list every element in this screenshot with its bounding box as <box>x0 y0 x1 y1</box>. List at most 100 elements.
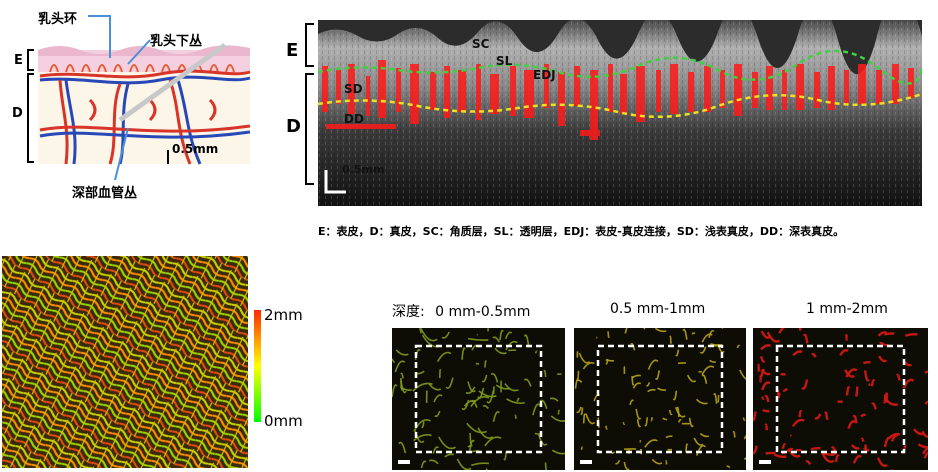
vessel-segment <box>657 387 667 391</box>
vessel-segment <box>477 427 494 439</box>
schematic-bracket-E <box>27 49 34 71</box>
vessel-segment <box>433 394 443 403</box>
vessel-segment <box>778 328 785 334</box>
vessel-segment <box>852 414 858 424</box>
vessel-segment <box>557 409 561 415</box>
vessel-segment <box>672 390 678 401</box>
oct-legend: E：表皮，D：真皮，SC：角质层，SL：透明层，EDJ：表皮-真皮连接，SD：浅… <box>318 225 845 238</box>
vessel-segment <box>580 446 584 450</box>
oct-label-SD: SD <box>344 82 363 96</box>
vessel-segment <box>854 386 859 397</box>
vessel-segment <box>644 439 658 448</box>
vessel-segment <box>847 420 857 429</box>
vessel-segment <box>685 443 689 453</box>
vessel-segment <box>632 382 642 389</box>
vessel-segment <box>456 458 472 470</box>
vessel-segment <box>662 417 668 421</box>
vessel-segment <box>888 432 901 439</box>
vessel-segment <box>441 331 450 339</box>
vessel-segment <box>398 441 407 454</box>
vessel-segment <box>821 452 835 463</box>
oct-brackets <box>305 23 314 185</box>
scale-bar <box>759 460 771 464</box>
vessel-segment <box>469 439 475 451</box>
vessel-segment <box>764 423 768 431</box>
vessel-segment <box>871 402 877 410</box>
vessel-segment <box>787 448 801 458</box>
vessel-segment <box>688 417 694 428</box>
oct-label-SC: SC <box>472 37 490 51</box>
callout-deep-plexus: 深部血管丛 <box>72 186 138 201</box>
vessel-segment <box>760 330 771 339</box>
oct-scale-bar <box>324 170 346 194</box>
vessel-segment <box>438 368 442 379</box>
oct-bracket-D <box>305 73 314 185</box>
vessel-segment <box>394 360 406 373</box>
vessel-segment <box>682 328 688 340</box>
vessel-segment <box>419 328 422 334</box>
vessel-segment <box>647 359 659 370</box>
vessel-segment <box>392 384 398 398</box>
scale-bar <box>398 460 410 464</box>
depth-panel-1-image <box>392 328 565 470</box>
oct-scale-text: 0.5mm <box>342 163 385 176</box>
vessel-segment <box>644 417 649 427</box>
vessel-segment <box>444 453 455 458</box>
vessel-segment <box>674 407 686 418</box>
vessel-segment <box>395 349 409 356</box>
vessel-segment <box>760 368 766 377</box>
vessel-segment <box>776 392 781 396</box>
vessel-segment <box>693 437 704 446</box>
panel-background <box>753 328 928 470</box>
schematic-drawing <box>27 15 251 181</box>
vessel-segment <box>514 414 517 419</box>
depth-panel-3 <box>753 328 928 470</box>
vessel-segment <box>701 374 708 384</box>
vessel-segment <box>486 390 495 404</box>
vessel-segment <box>924 370 928 374</box>
vessel-segment <box>645 382 651 387</box>
vessel-segment <box>478 390 497 398</box>
vessel-segment <box>467 381 476 393</box>
vessel-segment <box>834 454 840 463</box>
vessel-segment <box>623 461 630 470</box>
probe-line <box>118 42 227 123</box>
roi-box <box>596 344 724 454</box>
vessel-segment <box>791 418 805 428</box>
vessel-segment <box>482 405 489 410</box>
vessel-segment <box>742 417 746 421</box>
vessel-segment <box>753 445 758 455</box>
vessel-segment <box>413 434 432 442</box>
vessel-segment <box>810 446 821 451</box>
vessel-segment <box>923 451 928 459</box>
vessel-segment <box>760 344 772 351</box>
vessel-segment <box>484 360 488 368</box>
callout-subpapillary-plexus: 乳头下丛 <box>150 34 203 49</box>
vessel-segment <box>537 434 548 446</box>
vessel-segment <box>760 355 766 363</box>
vessel-segment <box>585 413 596 425</box>
vessel-segment <box>615 459 621 465</box>
vessel-segment <box>801 379 809 390</box>
callout-arrow-subpapillary <box>127 39 151 65</box>
depth-prefix: 深度: 0 mm-0.5mm <box>392 301 530 321</box>
vessel-segment <box>798 409 803 418</box>
vessel-segment <box>845 386 851 396</box>
vessel-segment <box>883 436 891 448</box>
stratum-corneum-band <box>38 45 250 56</box>
vessel-segment <box>484 436 502 447</box>
vessel-segment <box>611 451 616 455</box>
roi-box <box>775 344 906 454</box>
oct-cross-section <box>318 20 922 206</box>
vessel-segment <box>695 398 708 405</box>
enface-map-image <box>2 256 248 468</box>
vessel-segment <box>549 397 559 402</box>
vessel-segment <box>895 373 901 381</box>
panel-1-label: 0 mm-0.5mm <box>435 304 531 320</box>
vessel-segment <box>675 349 680 357</box>
vessel-segment <box>580 407 584 416</box>
enface-depth-map <box>2 256 248 468</box>
vessel-segment <box>639 448 643 452</box>
vessel-segment <box>392 358 396 364</box>
vessel-segment <box>432 446 440 454</box>
